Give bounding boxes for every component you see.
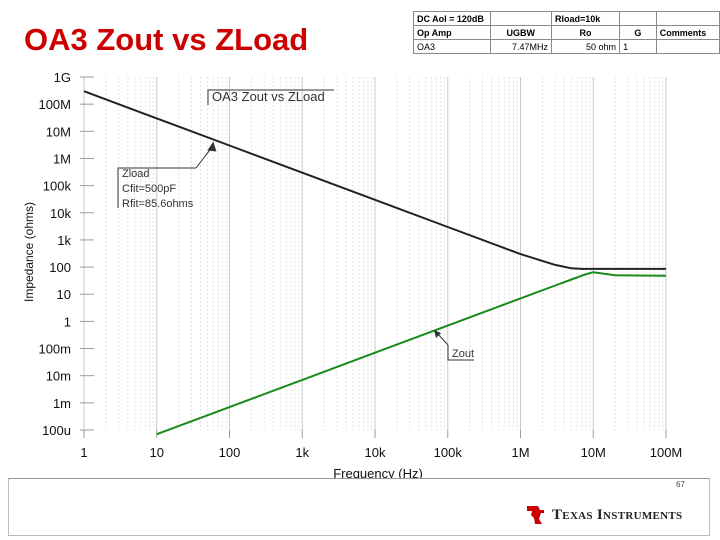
x-tick-label: 1 [80, 445, 87, 460]
y-axis-label: Impedance (ohms) [22, 202, 36, 302]
x-tick-label: 100k [434, 445, 463, 460]
y-tick-label: 10 [57, 287, 71, 302]
parameters-cell [655, 39, 720, 54]
y-tick-label: 1M [53, 151, 71, 166]
grid [80, 76, 667, 438]
x-tick-label: 10 [150, 445, 164, 460]
annotations: OA3 Zout vs ZLoad Zload Cfit=500pF Rfit=85.… [117, 89, 474, 361]
y-tick-label: 100k [43, 179, 72, 194]
plot-title-frame [207, 89, 334, 105]
x-tick-label: 1M [511, 445, 529, 460]
parameters-cell: 50 ohm [551, 39, 621, 54]
x-tick-label: 10k [365, 445, 386, 460]
zload-annotation-line: Rfit=85.6ohms [122, 198, 194, 210]
y-tick-label: 100u [42, 423, 71, 438]
x-tick-label: 100M [650, 445, 683, 460]
x-tick-label: 1k [295, 445, 309, 460]
axis-ticks: 1G 100M 10M 1M 100k 10k 1k 100 10 1 100m 10m 1m 100u 1… [38, 70, 682, 460]
zload-annotation-line: Zload [122, 168, 150, 180]
x-axis-label: Frequency (Hz) [333, 466, 423, 480]
x-tick-label: 10M [581, 445, 606, 460]
zout-callout-frame [447, 345, 474, 361]
parameters-cell: OA3 [413, 39, 491, 54]
y-tick-label: 1G [54, 70, 71, 85]
y-tick-label: 100 [49, 260, 71, 275]
ti-logo-text: Texas Instruments [552, 506, 683, 523]
x-tick-label: 100 [219, 445, 241, 460]
series [83, 90, 667, 436]
zload-callout-frame [117, 167, 196, 208]
y-tick-label: 100m [38, 342, 71, 357]
y-tick-label: 10k [50, 206, 71, 221]
y-tick-label: 100M [38, 97, 71, 112]
page-number: 67 [676, 480, 685, 489]
ti-logo-icon [527, 506, 544, 524]
zout-arrowhead [434, 330, 441, 338]
series-line-zload [83, 90, 666, 270]
zload-arrowhead [207, 141, 217, 152]
parameters-row: OA3 7.47MHz 50 ohm 1 [413, 39, 720, 54]
series-line-zout [156, 271, 667, 436]
parameters-table: DC Aol = 120dB Rload=10k Op Amp UGBW Ro G Comm… [413, 11, 720, 54]
zout-annotation-label: Zout [452, 348, 474, 360]
y-tick-label: 1k [57, 233, 71, 248]
y-tick-label: 1 [64, 314, 71, 329]
plot-title: OA3 Zout vs ZLoad [212, 89, 325, 104]
y-tick-label: 10M [46, 124, 71, 139]
y-tick-label: 10m [46, 369, 71, 384]
y-tick-label: 1m [53, 396, 71, 411]
zload-annotation-line: Cfit=500pF [122, 183, 176, 195]
footer-bar [8, 478, 710, 536]
slide-title: OA3 Zout vs ZLoad [24, 22, 309, 57]
ti-logo: Texas Instruments [524, 504, 682, 526]
impedance-chart: 1G 100M 10M 1M 100k 10k 1k 100 10 1 100m 10m 1m 100u 1… [22, 70, 682, 480]
